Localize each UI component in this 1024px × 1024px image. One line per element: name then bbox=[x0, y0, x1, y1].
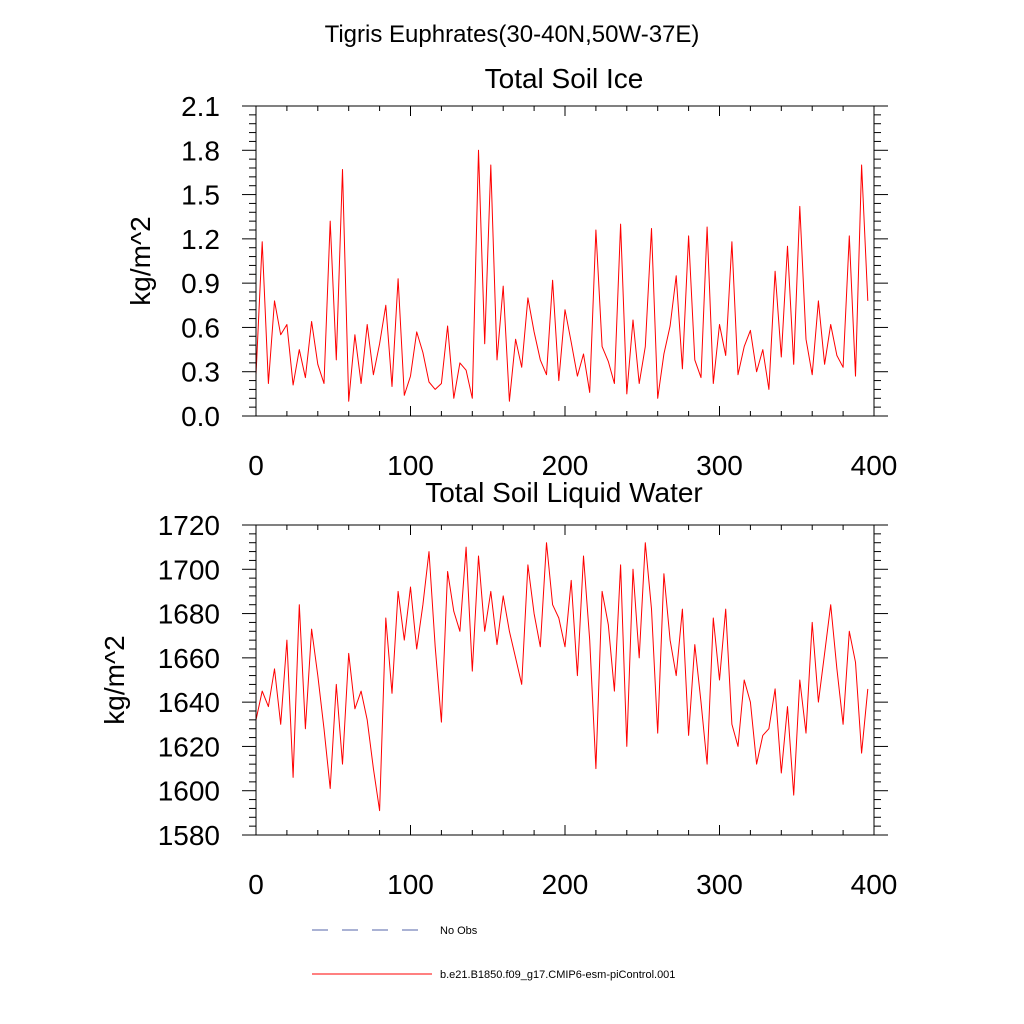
soil-ice-y-tick-label: 0.6 bbox=[181, 312, 220, 343]
soil-liquid-water-x-tick-label: 0 bbox=[248, 869, 264, 900]
soil-ice-ylabel: kg/m^2 bbox=[125, 216, 156, 305]
soil-ice-tick-labels: 0 100 200 300 400 0.0 0.3 0.6 0.9 1.2 1.5 1.8 2.1 bbox=[181, 91, 897, 481]
soil-liquid-water-y-tick-label: 1620 bbox=[158, 731, 220, 762]
soil-liquid-water-series-line bbox=[255, 542, 869, 812]
soil-ice-y-tick-label: 1.8 bbox=[181, 135, 220, 166]
soil-liquid-water-y-tick-label: 1640 bbox=[158, 687, 220, 718]
soil-liquid-water-x-tick-label: 200 bbox=[542, 869, 589, 900]
soil-ice-x-tick-label: 400 bbox=[851, 450, 898, 481]
soil-liquid-water-y-tick-label: 1660 bbox=[158, 643, 220, 674]
page-title: Tigris Euphrates(30-40N,50W-37E) bbox=[325, 21, 700, 48]
soil-ice-x-tick-label: 200 bbox=[542, 450, 589, 481]
legend: No Obs b.e21.B1850.f09_g17.CMIP6-esm-piC… bbox=[312, 925, 675, 981]
soil-ice-x-tick-label: 0 bbox=[248, 450, 264, 481]
soil-liquid-water-y-tick-label: 1580 bbox=[158, 820, 220, 851]
soil-ice-y-tick-label: 1.2 bbox=[181, 224, 220, 255]
soil-liquid-water-plot-frame bbox=[255, 524, 875, 836]
soil-liquid-water-x-tick-label: 400 bbox=[851, 869, 898, 900]
soil-liquid-water-panel: Total Soil Liquid Water kg/m^2 0 100 200 30… bbox=[99, 477, 897, 900]
soil-ice-y-tick-label: 1.5 bbox=[181, 180, 220, 211]
soil-liquid-water-y-tick-label: 1680 bbox=[158, 599, 220, 630]
soil-ice-plot-frame bbox=[255, 105, 875, 417]
soil-ice-title: Total Soil Ice bbox=[485, 63, 644, 94]
soil-ice-x-tick-label: 100 bbox=[387, 450, 434, 481]
soil-ice-y-tick-label: 0.0 bbox=[181, 401, 220, 432]
legend-model-label: b.e21.B1850.f09_g17.CMIP6-esm-piControl.… bbox=[440, 969, 675, 981]
soil-ice-y-tick-label: 2.1 bbox=[181, 91, 220, 122]
soil-ice-y-tick-label: 0.3 bbox=[181, 357, 220, 388]
soil-ice-y-tick-label: 0.9 bbox=[181, 268, 220, 299]
soil-liquid-water-ticks bbox=[242, 524, 888, 836]
soil-ice-x-tick-label: 300 bbox=[696, 450, 743, 481]
soil-liquid-water-x-tick-label: 300 bbox=[696, 869, 743, 900]
soil-liquid-water-y-tick-label: 1700 bbox=[158, 554, 220, 585]
soil-ice-panel: Total Soil Ice kg/m^2 0 100 200 300 400 0.0 0.… bbox=[125, 63, 897, 481]
soil-liquid-water-y-tick-label: 1720 bbox=[158, 510, 220, 541]
soil-liquid-water-x-tick-label: 100 bbox=[387, 869, 434, 900]
soil-liquid-water-series bbox=[255, 542, 869, 812]
legend-no-obs-label: No Obs bbox=[440, 925, 478, 937]
soil-liquid-water-y-tick-label: 1600 bbox=[158, 776, 220, 807]
soil-ice-series-line bbox=[255, 149, 869, 402]
soil-liquid-water-tick-labels: 0 100 200 300 400 1580 1600 1620 1640 1660 1680 170… bbox=[158, 510, 898, 900]
soil-liquid-water-title: Total Soil Liquid Water bbox=[425, 477, 703, 508]
soil-liquid-water-ylabel: kg/m^2 bbox=[99, 635, 130, 724]
soil-ice-series bbox=[255, 149, 869, 402]
soil-ice-ticks bbox=[242, 105, 888, 417]
